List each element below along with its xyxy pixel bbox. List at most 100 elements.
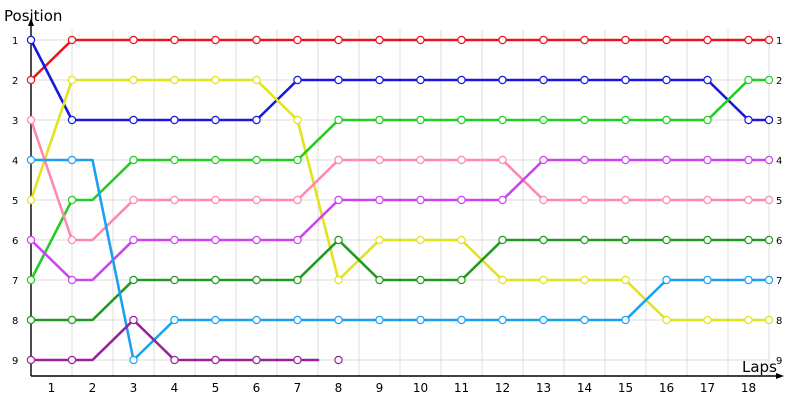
- data-point: [764, 35, 774, 45]
- y-tick-label: 3: [12, 116, 18, 127]
- data-point: [580, 235, 589, 245]
- data-point: [498, 35, 507, 45]
- right-position-label: 5: [776, 196, 782, 207]
- x-tick-label: 6: [253, 381, 261, 395]
- data-point: [211, 115, 220, 125]
- data-point: [334, 235, 343, 245]
- data-point: [129, 315, 138, 325]
- data-point: [67, 355, 77, 365]
- data-point: [67, 155, 77, 165]
- data-point: [334, 275, 343, 285]
- data-point: [252, 195, 261, 205]
- data-point: [129, 235, 138, 245]
- data-point: [252, 155, 261, 165]
- data-point: [457, 155, 466, 165]
- data-point: [457, 195, 466, 205]
- right-position-label: 2: [776, 76, 782, 87]
- y-tick-label: 1: [12, 36, 18, 47]
- data-point: [703, 35, 712, 45]
- axes: [28, 18, 784, 379]
- y-tick-label: 7: [12, 276, 18, 287]
- data-point: [457, 35, 466, 45]
- series-7: [26, 235, 774, 325]
- data-point: [416, 35, 425, 45]
- y-tick-label: 2: [12, 76, 18, 87]
- data-point: [662, 235, 671, 245]
- x-tick-label: 18: [741, 381, 756, 395]
- data-point: [580, 275, 589, 285]
- y-tick-labels: 1 2 3 4 5 6 7 8 9: [12, 36, 18, 367]
- data-point: [416, 155, 425, 165]
- x-tick-label: 7: [294, 381, 302, 395]
- data-point: [416, 195, 425, 205]
- data-point: [539, 315, 548, 325]
- x-tick-label: 8: [335, 381, 343, 395]
- data-point: [26, 115, 36, 125]
- data-point: [662, 195, 671, 205]
- data-point: [498, 115, 507, 125]
- x-tick-label: 14: [577, 381, 592, 395]
- data-point: [662, 315, 671, 325]
- data-point: [293, 275, 302, 285]
- data-point: [764, 315, 774, 325]
- series-line: [29, 38, 771, 82]
- data-point: [170, 275, 179, 285]
- y-tick-label: 4: [12, 156, 18, 167]
- data-point: [662, 275, 671, 285]
- data-point: [293, 315, 302, 325]
- x-tick-label: 10: [413, 381, 428, 395]
- data-point: [416, 75, 425, 85]
- data-point: [293, 75, 302, 85]
- data-point: [170, 315, 179, 325]
- data-point: [375, 235, 384, 245]
- data-point: [498, 155, 507, 165]
- data-point: [621, 115, 630, 125]
- y-tick-label: 9: [12, 356, 18, 367]
- y-tick-label: 8: [12, 316, 18, 327]
- x-axis-arrow-icon: [776, 373, 784, 379]
- data-point: [621, 35, 630, 45]
- data-point: [703, 235, 712, 245]
- data-point: [498, 195, 507, 205]
- x-tick-label: 12: [495, 381, 510, 395]
- data-point: [703, 115, 712, 125]
- data-point: [26, 355, 36, 365]
- data-point: [764, 155, 774, 165]
- series-9: [26, 315, 343, 365]
- data-point: [252, 355, 261, 365]
- data-point: [539, 195, 548, 205]
- data-point: [744, 275, 753, 285]
- data-point: [293, 195, 302, 205]
- data-point: [252, 35, 261, 45]
- data-point: [457, 315, 466, 325]
- right-position-label: 8: [776, 316, 782, 327]
- data-point: [580, 75, 589, 85]
- data-point: [744, 155, 753, 165]
- data-point: [764, 195, 774, 205]
- data-point: [26, 75, 36, 85]
- data-point: [26, 235, 36, 245]
- data-point: [211, 35, 220, 45]
- data-point: [703, 195, 712, 205]
- data-point: [375, 75, 384, 85]
- data-point: [375, 35, 384, 45]
- data-point: [621, 275, 630, 285]
- data-point: [293, 155, 302, 165]
- data-point: [662, 75, 671, 85]
- data-point: [129, 275, 138, 285]
- data-point: [67, 315, 77, 325]
- data-point: [457, 235, 466, 245]
- data-point: [129, 115, 138, 125]
- data-point: [744, 75, 753, 85]
- data-point: [334, 35, 343, 45]
- data-point: [416, 315, 425, 325]
- x-axis-title: Laps: [742, 358, 777, 376]
- data-point: [334, 315, 343, 325]
- data-point: [211, 235, 220, 245]
- data-point: [703, 155, 712, 165]
- data-point: [539, 235, 548, 245]
- data-point: [744, 315, 753, 325]
- data-point: [416, 235, 425, 245]
- data-point: [170, 115, 179, 125]
